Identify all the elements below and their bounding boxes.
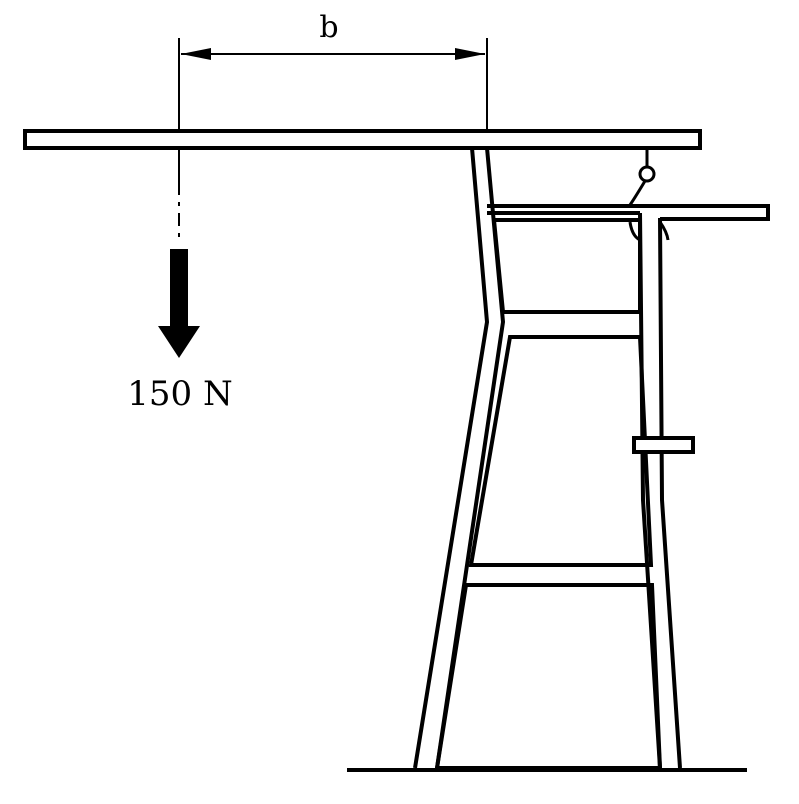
corner-brace-left bbox=[628, 221, 641, 242]
top-board bbox=[23, 129, 702, 150]
hook-ring bbox=[638, 165, 656, 183]
dimension-b bbox=[178, 38, 488, 130]
corner-brace-right bbox=[658, 221, 670, 241]
hook-curve bbox=[628, 180, 647, 206]
load-arrow bbox=[158, 249, 200, 358]
dimension-arrowhead-left bbox=[181, 48, 211, 60]
seat-board bbox=[487, 204, 770, 221]
middle-frame-opening bbox=[468, 335, 654, 567]
left-leg-outer bbox=[413, 147, 490, 769]
load-label: 150 N bbox=[127, 374, 232, 414]
side-peg bbox=[632, 436, 695, 454]
lower-frame-opening bbox=[434, 583, 663, 770]
dimension-arrowhead-right bbox=[455, 48, 485, 60]
right-post-inner bbox=[658, 217, 682, 769]
dimension-label: b bbox=[319, 10, 338, 45]
upper-frame-opening bbox=[491, 218, 642, 314]
left-leg-inner bbox=[435, 147, 506, 769]
chair-frame bbox=[413, 147, 770, 770]
